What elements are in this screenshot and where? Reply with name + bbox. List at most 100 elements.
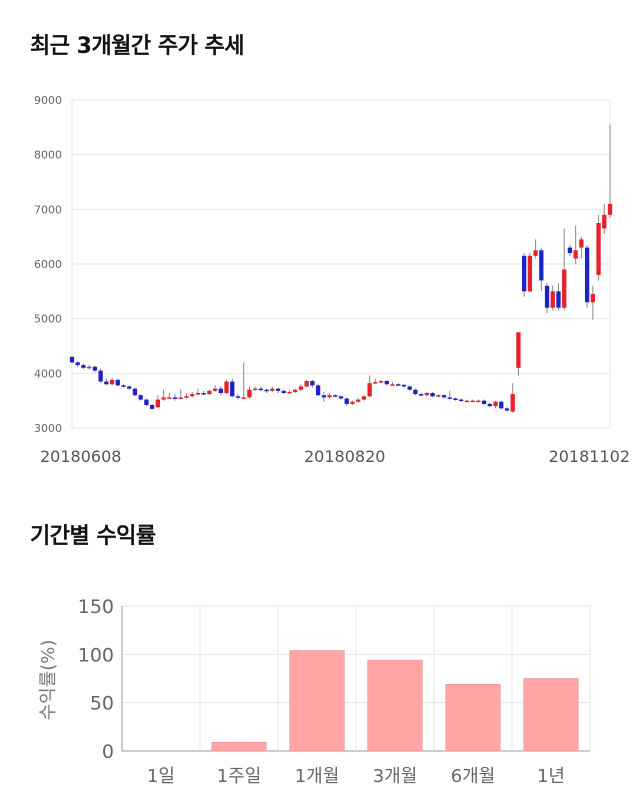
price-candles — [69, 124, 613, 413]
price-y-axis: 3000 4000 5000 6000 7000 8000 9000 — [34, 94, 62, 435]
candle-body — [407, 386, 412, 390]
candle-body — [190, 394, 195, 397]
candle-body — [447, 397, 452, 399]
candle-body — [424, 393, 429, 396]
candle-body — [167, 397, 172, 399]
candle-body — [384, 380, 389, 385]
candle-body — [493, 401, 498, 407]
returns-x-tick: 1주일 — [217, 766, 262, 787]
returns-x-tick: 1개월 — [295, 766, 340, 787]
candle-body — [315, 385, 321, 396]
candle-body — [579, 239, 584, 248]
candle-body — [356, 399, 361, 402]
candle-body — [607, 203, 613, 215]
candle-body — [75, 362, 80, 366]
candle-body — [562, 269, 567, 308]
price-y-tick: 5000 — [34, 313, 62, 326]
returns-bar — [445, 684, 501, 752]
price-y-tick: 4000 — [34, 367, 62, 380]
candle-body — [241, 397, 246, 399]
candle-body — [499, 401, 504, 409]
candle-body — [361, 396, 367, 400]
candle-body — [522, 255, 527, 292]
returns-bar — [211, 742, 267, 752]
price-y-tick: 8000 — [34, 149, 62, 162]
candle-body — [115, 379, 120, 386]
candle-body — [310, 380, 315, 386]
candle-body — [470, 400, 475, 403]
candle-body — [224, 381, 229, 394]
candle-body — [247, 389, 252, 398]
candle-body — [98, 370, 103, 382]
candle-body — [556, 291, 561, 308]
returns-title: 기간별 수익률 — [30, 524, 156, 549]
returns-y-tick: 100 — [78, 644, 114, 666]
returns-y-tick: 150 — [78, 596, 114, 618]
candle-body — [178, 397, 183, 399]
candle-body — [481, 400, 487, 404]
candle-body — [104, 381, 109, 385]
returns-x-axis: 1일 1주일 1개월 3개월 6개월 1년 — [147, 766, 565, 787]
candle-body — [436, 395, 441, 397]
candle-body — [430, 393, 435, 397]
candle-body — [138, 395, 143, 400]
candle-body — [327, 395, 332, 398]
candle-body — [487, 403, 492, 407]
price-y-tick: 9000 — [34, 94, 62, 107]
price-y-tick: 3000 — [34, 422, 62, 435]
candle-body — [401, 384, 407, 387]
returns-x-tick: 1일 — [147, 766, 175, 787]
candle-body — [413, 389, 418, 395]
candle-body — [590, 294, 595, 303]
candle-body — [212, 388, 218, 391]
candle-body — [127, 386, 132, 389]
candle-body — [596, 223, 601, 275]
candle-body — [584, 247, 590, 303]
candle-body — [144, 399, 149, 406]
candle-body — [184, 396, 189, 398]
candle-body — [516, 332, 521, 368]
candle-body — [201, 393, 206, 395]
candle-body — [573, 250, 578, 259]
candle-body — [287, 391, 292, 394]
candle-body — [298, 386, 304, 390]
candle-body — [350, 401, 355, 404]
candle-body — [333, 395, 338, 397]
returns-x-tick: 1년 — [537, 766, 565, 787]
candle-body — [321, 395, 326, 398]
candle-body — [121, 385, 126, 387]
candle-body — [264, 389, 269, 392]
returns-bar — [289, 650, 345, 752]
price-y-tick: 7000 — [34, 203, 62, 216]
price-x-axis: 20180608 20180820 20181102 — [40, 447, 630, 466]
candle-body — [207, 390, 212, 395]
candle-body — [533, 250, 538, 256]
candle-body — [544, 285, 550, 308]
returns-grid — [121, 605, 591, 752]
candle-body — [218, 388, 223, 394]
candle-body — [510, 394, 515, 412]
candle-body — [253, 388, 258, 391]
candle-body — [527, 255, 533, 292]
returns-y-axis: 0 50 100 150 — [78, 596, 114, 763]
candle-body — [109, 379, 115, 385]
candle-body — [441, 395, 447, 398]
candle-body — [87, 366, 92, 369]
candle-body — [293, 389, 298, 392]
candle-body — [281, 390, 286, 394]
returns-x-tick: 6개월 — [451, 766, 496, 787]
candle-body — [304, 380, 309, 387]
candle-body — [132, 388, 138, 396]
candle-body — [149, 405, 155, 409]
candle-body — [418, 394, 424, 396]
price-x-tick: 20180820 — [304, 447, 385, 466]
price-y-tick: 6000 — [34, 258, 62, 271]
candle-body — [81, 365, 86, 368]
candle-body — [567, 247, 573, 254]
candle-body — [464, 400, 470, 403]
candle-body — [550, 291, 555, 308]
returns-x-tick: 3개월 — [373, 766, 418, 787]
price-x-tick: 20181102 — [549, 447, 630, 466]
returns-y-tick: 50 — [90, 693, 114, 715]
candle-body — [373, 382, 378, 384]
